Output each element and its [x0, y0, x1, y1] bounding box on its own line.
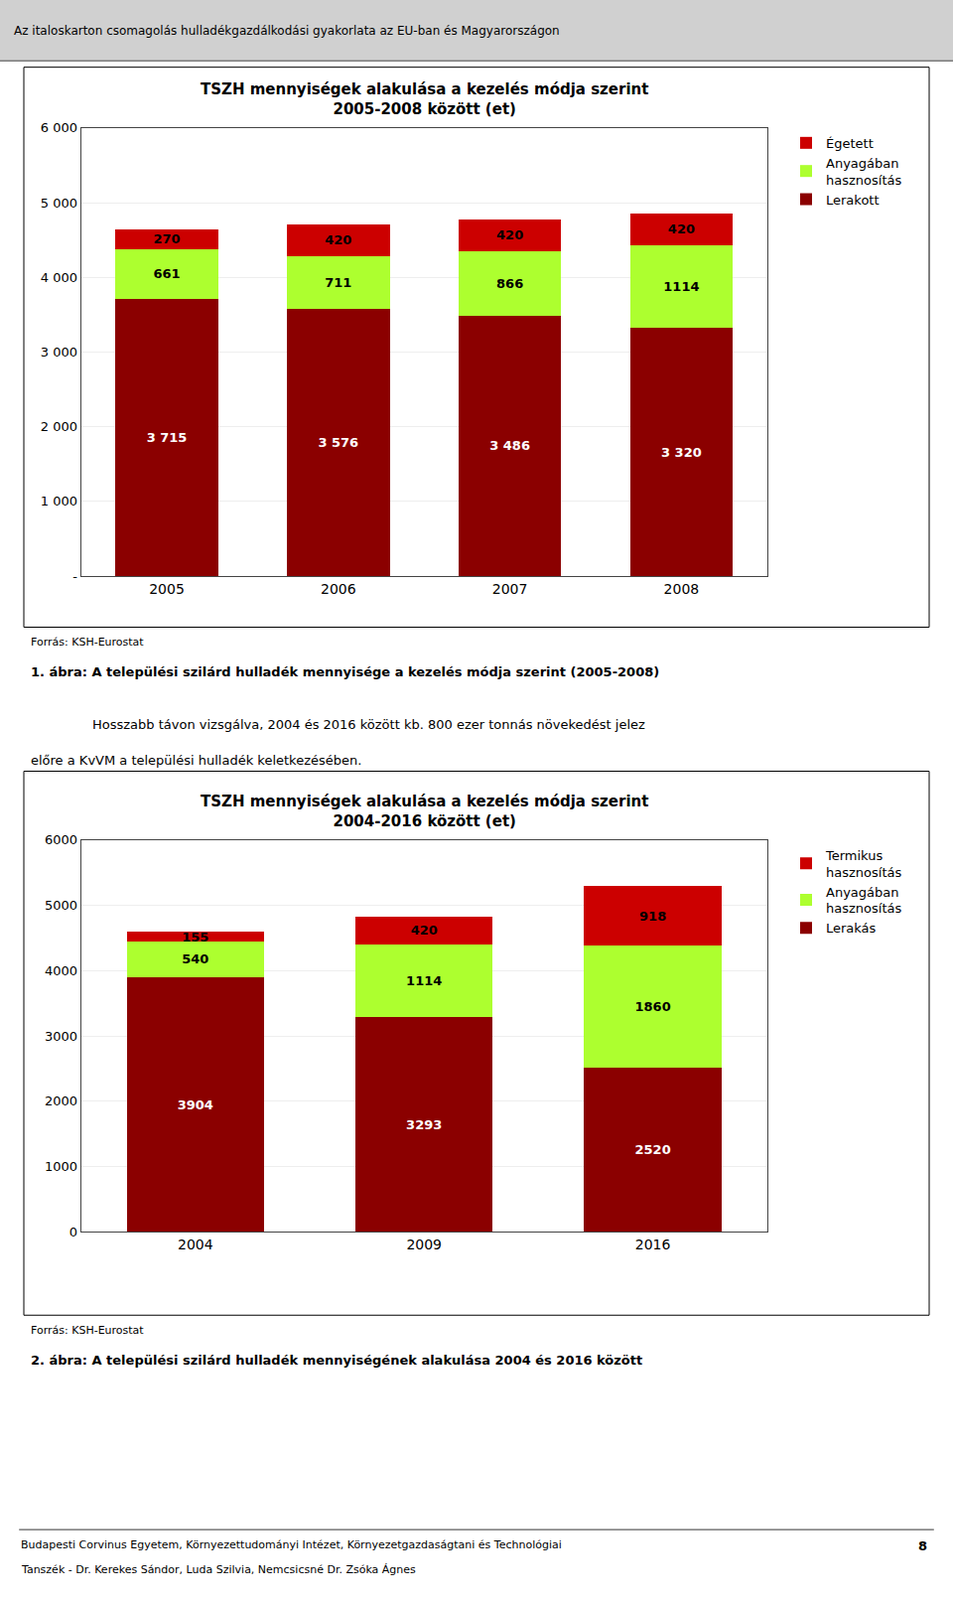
- svg-text:711: 711: [324, 274, 352, 290]
- svg-text:3 320: 3 320: [661, 444, 702, 460]
- svg-text:2. ábra: A települési szilárd: 2. ábra: A települési szilárd hulladék m…: [30, 1352, 643, 1367]
- svg-text:2007: 2007: [492, 580, 529, 597]
- svg-text:8: 8: [918, 1537, 928, 1553]
- svg-text:1114: 1114: [406, 972, 442, 988]
- svg-text:2005: 2005: [148, 580, 185, 597]
- svg-text:Tanszék - Dr. Kerekes Sándor,: Tanszék - Dr. Kerekes Sándor, Luda Szilv…: [20, 1562, 416, 1576]
- svg-text:3293: 3293: [406, 1116, 442, 1132]
- svg-text:1. ábra: A települési szilárd: 1. ábra: A települési szilárd hulladék m…: [30, 664, 660, 680]
- svg-text:420: 420: [410, 922, 438, 938]
- svg-text:Anyagábanhasznosítás: Anyagábanhasznosítás: [825, 155, 902, 188]
- svg-text:1 000: 1 000: [40, 493, 78, 509]
- svg-text:2009: 2009: [406, 1235, 442, 1252]
- svg-text:155: 155: [181, 929, 209, 945]
- svg-text:Budapesti Corvinus Egyetem, Kö: Budapesti Corvinus Egyetem, Környezettud…: [20, 1537, 562, 1551]
- svg-text:420: 420: [324, 232, 352, 248]
- svg-text:5000: 5000: [44, 897, 78, 913]
- svg-text:3 000: 3 000: [40, 344, 78, 360]
- svg-text:-: -: [72, 568, 78, 584]
- svg-text:6 000: 6 000: [40, 120, 78, 136]
- svg-text:Hosszabb távon vizsgálva, 2004: Hosszabb távon vizsgálva, 2004 és 2016 k…: [92, 716, 646, 732]
- svg-text:0: 0: [69, 1224, 78, 1239]
- svg-text:Égetett: Égetett: [825, 136, 874, 151]
- svg-text:3904: 3904: [177, 1096, 214, 1112]
- svg-text:TSZH mennyiségek alakulása a k: TSZH mennyiségek alakulása a kezelés mód…: [200, 80, 649, 119]
- svg-text:3 486: 3 486: [489, 437, 531, 453]
- svg-text:1000: 1000: [44, 1158, 78, 1174]
- svg-text:2008: 2008: [664, 580, 700, 597]
- svg-text:420: 420: [668, 221, 695, 237]
- svg-text:Anyagábanhasznosítás: Anyagábanhasznosítás: [825, 884, 902, 917]
- svg-text:2000: 2000: [44, 1092, 78, 1108]
- svg-text:4000: 4000: [44, 962, 78, 978]
- svg-text:270: 270: [152, 231, 180, 247]
- svg-text:Termikushasznosítás: Termikushasznosítás: [824, 847, 902, 880]
- svg-text:661: 661: [152, 266, 180, 281]
- svg-text:540: 540: [181, 951, 209, 966]
- svg-text:866: 866: [496, 275, 524, 291]
- svg-text:2004: 2004: [177, 1235, 214, 1252]
- svg-text:918: 918: [639, 908, 667, 924]
- svg-text:5 000: 5 000: [40, 195, 78, 211]
- svg-text:Lerakott: Lerakott: [825, 192, 880, 208]
- svg-text:előre a KvVM a települési hull: előre a KvVM a települési hulladék kelet…: [30, 752, 362, 768]
- svg-text:2006: 2006: [320, 580, 357, 597]
- svg-text:420: 420: [496, 227, 524, 243]
- svg-text:3 576: 3 576: [317, 434, 359, 450]
- svg-text:3000: 3000: [44, 1028, 78, 1044]
- svg-text:1114: 1114: [663, 278, 699, 294]
- svg-text:4 000: 4 000: [40, 270, 78, 285]
- svg-text:3 715: 3 715: [146, 429, 188, 445]
- svg-text:2 000: 2 000: [40, 418, 78, 434]
- svg-text:Forrás: KSH-Eurostat: Forrás: KSH-Eurostat: [30, 635, 144, 649]
- svg-text:Forrás: KSH-Eurostat: Forrás: KSH-Eurostat: [30, 1323, 144, 1337]
- svg-text:TSZH mennyiségek alakulása a k: TSZH mennyiségek alakulása a kezelés mód…: [200, 792, 649, 830]
- svg-text:2016: 2016: [635, 1235, 672, 1252]
- svg-text:Az italoskarton csomagolás hul: Az italoskarton csomagolás hulladékgazdá…: [13, 23, 560, 38]
- svg-text:Lerakás: Lerakás: [825, 920, 877, 936]
- svg-text:2520: 2520: [635, 1141, 672, 1157]
- svg-text:6000: 6000: [44, 831, 78, 847]
- svg-text:1860: 1860: [635, 998, 672, 1014]
